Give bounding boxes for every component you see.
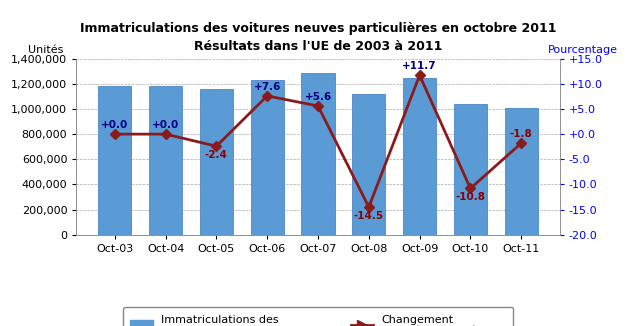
Title: Immatriculations des voitures neuves particulières en octobre 2011
Résultats dan: Immatriculations des voitures neuves par… bbox=[80, 22, 556, 53]
Text: +5.6: +5.6 bbox=[305, 92, 331, 102]
Bar bbox=[352, 94, 385, 235]
Text: +11.7: +11.7 bbox=[403, 61, 437, 71]
Bar bbox=[99, 86, 131, 235]
Bar bbox=[454, 104, 487, 235]
Bar bbox=[403, 78, 436, 235]
Text: -2.4: -2.4 bbox=[205, 150, 228, 160]
Bar bbox=[251, 80, 284, 235]
Text: -1.8: -1.8 bbox=[510, 129, 532, 139]
Legend: Immatriculations des
voitures neuves de particuliers, Changement
d'année en anné: Immatriculations des voitures neuves de … bbox=[123, 307, 513, 326]
Text: +0.0: +0.0 bbox=[101, 120, 128, 130]
Text: Pourcentage: Pourcentage bbox=[548, 45, 618, 55]
Bar bbox=[200, 89, 233, 235]
Text: -14.5: -14.5 bbox=[354, 211, 384, 221]
Bar bbox=[149, 86, 182, 235]
Text: +0.0: +0.0 bbox=[152, 120, 179, 130]
Bar bbox=[505, 108, 537, 235]
Text: -10.8: -10.8 bbox=[455, 192, 485, 202]
Bar bbox=[301, 72, 335, 235]
Text: Unités: Unités bbox=[28, 45, 64, 55]
Text: +7.6: +7.6 bbox=[254, 82, 281, 92]
